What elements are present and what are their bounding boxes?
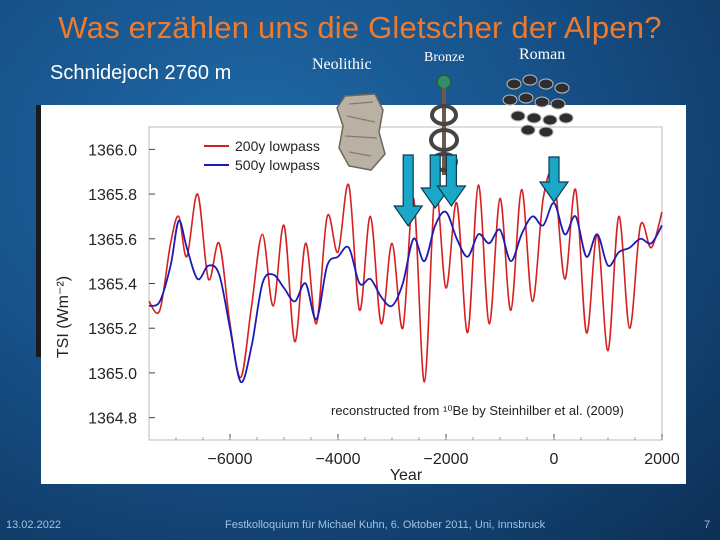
period-label-roman: Roman [519,46,566,63]
neolithic-artifact-icon [336,93,386,171]
slide-subtitle: Schnidejoch 2760 m [50,62,232,84]
period-arrow [393,154,424,228]
x-tick-label: −2000 [424,451,469,468]
series-line-500y [148,202,663,383]
period-arrow [538,156,570,204]
x-tick-label: 2000 [644,451,680,468]
slide-title: Was erzählen uns die Gletscher der Alpen… [58,10,662,45]
x-tick-label: −6000 [208,451,253,468]
photo-strip [36,105,42,357]
footer-page-number: 7 [704,519,711,531]
y-tick-label: 1365.4 [88,277,137,294]
legend-label-200y: 200y lowpass [235,138,320,154]
x-axis-label: Year [390,467,423,484]
footer-date: 13.02.2022 [6,519,62,531]
y-tick-label: 1365.8 [88,187,137,204]
period-arrow [436,154,467,208]
x-tick-label: −4000 [316,451,361,468]
roman-artifact-icon [502,74,574,138]
legend-label-500y: 500y lowpass [235,157,320,173]
period-label-neolithic: Neolithic [312,56,372,73]
x-tick-label: 0 [550,451,559,468]
period-label-bronze: Bronze [424,50,465,65]
y-tick-label: 1365.0 [88,366,137,383]
y-tick-label: 1365.2 [88,321,137,338]
chart-annotation: reconstructed from ¹⁰Be by Steinhilber e… [331,403,624,418]
footer-event: Festkolloquium für Michael Kuhn, 6. Okto… [225,519,546,531]
tsi-chart: 1364.8 1365.0 1365.2 1365.4 1365.6 1365.8 1366… [55,126,680,484]
y-tick-label: 1365.6 [88,232,137,249]
series-line-200y [148,170,663,383]
y-axis-label: TSI (Wm⁻²) [55,276,72,358]
y-tick-label: 1364.8 [88,411,137,428]
period-arrow [420,154,451,210]
y-tick-label: 1366.0 [88,142,137,159]
